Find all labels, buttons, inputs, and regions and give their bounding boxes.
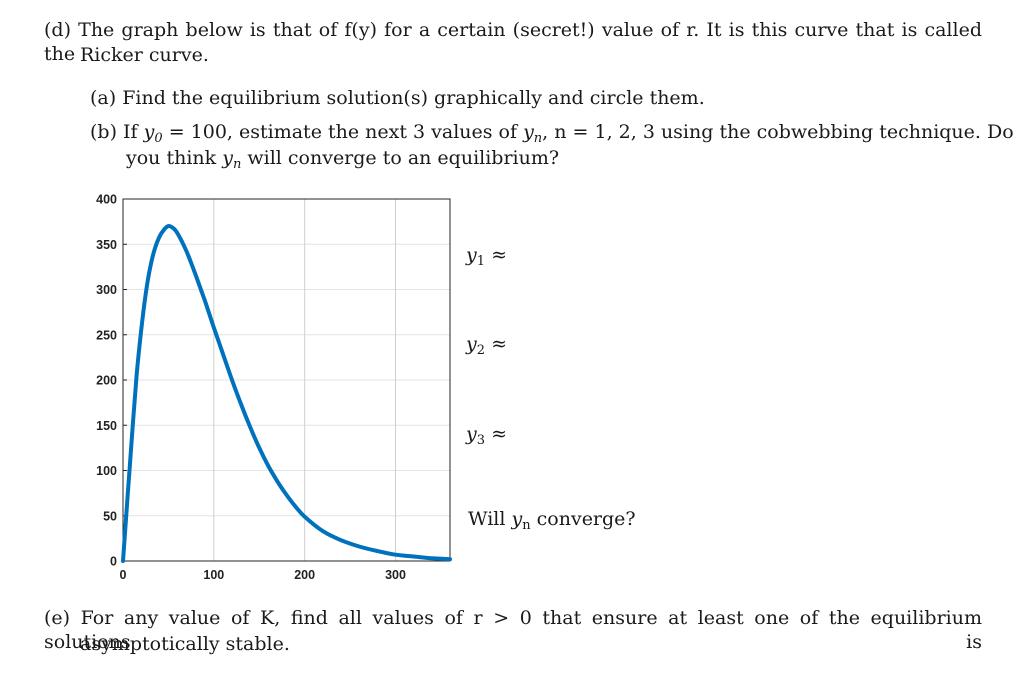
part-a: (a) Find the equilibrium solution(s) gra… bbox=[90, 86, 705, 110]
x-axis-ticks: 0 100 200 300 bbox=[120, 568, 406, 582]
part-b-var-y0: y0 bbox=[143, 121, 163, 146]
part-b-y-3: y bbox=[222, 147, 233, 169]
part-b-sub-n-2: n bbox=[232, 157, 242, 172]
answer-y3-sub: 3 bbox=[476, 433, 486, 448]
x-tick-label: 200 bbox=[294, 568, 315, 582]
part-d-line-1: (d) The graph below is that of f(y) for … bbox=[44, 18, 982, 66]
part-e-line-2: asymptotically stable. bbox=[80, 633, 290, 655]
part-b-y-2: y bbox=[523, 121, 534, 143]
part-b-line-2: you think yn will converge to an equilib… bbox=[126, 146, 560, 172]
part-a-marker: (a) bbox=[90, 87, 117, 109]
answer-y2-var: y bbox=[466, 333, 477, 355]
answer-y3: y3 ≈ bbox=[466, 422, 507, 448]
y-tick-label: 200 bbox=[96, 374, 117, 388]
part-e-line-1: (e) For any value of K, find all values … bbox=[44, 606, 982, 654]
part-b-sub-n: n bbox=[533, 131, 543, 146]
answer-y1-sub: 1 bbox=[476, 254, 486, 269]
part-b-line-1: (b) If y0 = 100, estimate the next 3 val… bbox=[90, 120, 1014, 146]
y-tick-label: 100 bbox=[96, 464, 117, 478]
answer-y3-approx: ≈ bbox=[491, 423, 507, 445]
converge-sub: n bbox=[522, 518, 531, 533]
answer-y2-sub: 2 bbox=[476, 343, 486, 358]
answer-y1: y1 ≈ bbox=[466, 243, 507, 269]
chart-grid bbox=[122, 198, 450, 562]
part-b-sub-0: 0 bbox=[154, 131, 163, 146]
part-b-var-yn: yn bbox=[523, 121, 543, 146]
part-b-y: y bbox=[143, 121, 155, 143]
y-tick-label: 300 bbox=[96, 283, 117, 297]
y-tick-label: 150 bbox=[96, 419, 117, 433]
converge-post: converge? bbox=[536, 508, 636, 530]
part-d-line-2: Ricker curve. bbox=[80, 44, 209, 66]
part-b-line2-post: will converge to an equilibrium? bbox=[247, 147, 560, 169]
part-a-text: Find the equilibrium solution(s) graphic… bbox=[122, 87, 705, 109]
part-b-text-mid: = 100, estimate the next 3 values of bbox=[168, 121, 518, 143]
part-b-line2-var: yn bbox=[222, 147, 242, 172]
x-tick-label: 300 bbox=[385, 568, 406, 582]
part-b-line2-pre: you think bbox=[126, 147, 217, 169]
answer-y2: y2 ≈ bbox=[466, 332, 507, 358]
y-tick-label: 50 bbox=[103, 509, 117, 523]
y-tick-label: 250 bbox=[96, 328, 117, 342]
ricker-curve-chart: 0 50 100 150 200 250 300 350 400 0 100 200 300 bbox=[96, 193, 452, 582]
series-line-ricker bbox=[121, 224, 452, 563]
part-b-text-n: , n = 1, 2, 3 using the cobwebbing techn… bbox=[542, 121, 1014, 143]
y-tick-label: 0 bbox=[110, 555, 117, 569]
answer-y2-approx: ≈ bbox=[491, 333, 507, 355]
converge-question: Will yn converge? bbox=[468, 507, 636, 533]
y-tick-label: 400 bbox=[96, 193, 117, 207]
converge-pre: Will bbox=[468, 508, 506, 530]
answer-y1-var: y bbox=[466, 244, 477, 266]
y-axis-ticks: 0 50 100 150 200 250 300 350 400 bbox=[96, 193, 127, 569]
part-d-text: The graph below is that of f(y) for a ce… bbox=[44, 19, 982, 65]
part-b-marker: (b) bbox=[90, 121, 117, 143]
part-d-marker: (d) bbox=[44, 19, 71, 41]
part-e-marker: (e) bbox=[44, 607, 71, 629]
answer-y1-approx: ≈ bbox=[491, 244, 507, 266]
x-tick-label: 100 bbox=[203, 568, 224, 582]
x-tick-label: 0 bbox=[120, 568, 127, 582]
answer-y3-var: y bbox=[466, 423, 477, 445]
y-tick-label: 350 bbox=[96, 238, 117, 252]
part-e-text: For any value of K, find all values of r… bbox=[44, 607, 982, 653]
converge-var: y bbox=[511, 508, 523, 530]
part-b-text-pre: If bbox=[123, 121, 138, 143]
